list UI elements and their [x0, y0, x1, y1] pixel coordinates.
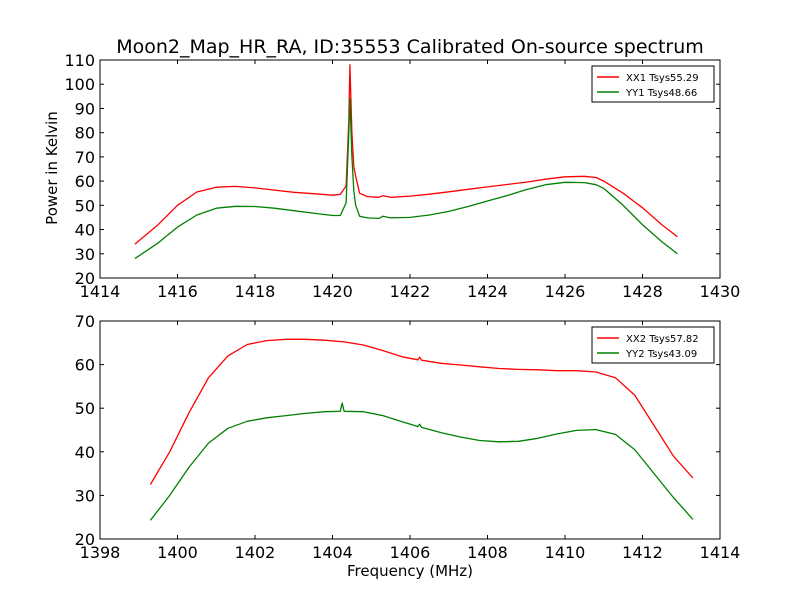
x-tick-label: 1408: [467, 543, 508, 562]
y-axis-label-top: Power in Kelvin: [43, 111, 61, 225]
series-line-2-2: [149, 402, 694, 521]
legend-label: YY1 Tsys48.66: [625, 88, 697, 99]
x-tick-label: 1410: [545, 543, 586, 562]
x-tick-label: 1430: [700, 282, 741, 301]
legend-label: XX1 Tsys55.29: [626, 73, 699, 84]
x-tick-label: 1398: [80, 543, 121, 562]
legend-label: XX2 Tsys57.82: [626, 334, 699, 345]
y-tick-label: 50: [75, 399, 95, 418]
x-tick-label: 1412: [622, 543, 663, 562]
legend: XX1 Tsys55.29 YY1 Tsys48.66: [591, 65, 715, 103]
legend-label: YY2 Tsys43.09: [625, 349, 697, 360]
y-tick-label: 60: [75, 356, 95, 375]
y-tick-label: 40: [75, 443, 95, 462]
x-tick-label: 1416: [157, 282, 198, 301]
x-tick-label: 1422: [390, 282, 431, 301]
y-tick-label: 70: [75, 148, 95, 167]
y-tick-label: 20: [75, 269, 95, 288]
y-tick-label: 100: [64, 75, 95, 94]
x-tick-label: 1402: [235, 543, 276, 562]
y-tick-label: 80: [75, 124, 95, 143]
y-tick-label: 110: [64, 51, 95, 70]
y-tick-label: 50: [75, 196, 95, 215]
series-line-1-2: [134, 98, 678, 260]
x-tick-label: 1406: [390, 543, 431, 562]
x-tick-label: 1428: [622, 282, 663, 301]
x-tick-label: 1414: [700, 543, 741, 562]
x-tick-label: 1400: [157, 543, 198, 562]
x-tick-label: 1404: [312, 543, 353, 562]
x-tick-label: 1418: [235, 282, 276, 301]
x-tick-label: 1426: [545, 282, 586, 301]
bottom-panel: 1398 1400 1402 1404 1406 1408 1410 1412 1414 20 30…: [75, 312, 741, 562]
legend-box: [591, 65, 715, 103]
x-tick-label: 1414: [80, 282, 121, 301]
y-tick-label: 90: [75, 99, 95, 118]
y-tick-label: 30: [75, 486, 95, 505]
y-tick-label: 70: [75, 312, 95, 331]
x-tick-label: 1424: [467, 282, 508, 301]
y-tick-label: 60: [75, 172, 95, 191]
x-tick-label: 1420: [312, 282, 353, 301]
legend-box: [591, 326, 715, 364]
y-tick-label: 20: [75, 530, 95, 549]
y-tick-label: 30: [75, 245, 95, 264]
legend: XX2 Tsys57.82 YY2 Tsys43.09: [591, 326, 715, 364]
series-line-2-1: [149, 338, 694, 485]
top-panel: 1414 1416 1418 1420 1422 1424 1426 1428 1430 20 30…: [64, 51, 740, 301]
y-tick-label: 40: [75, 221, 95, 240]
chart-title: Moon2_Map_HR_RA, ID:35553 Calibrated On-…: [116, 36, 704, 58]
series-line-1-1: [134, 64, 678, 245]
x-axis-label-bottom: Frequency (MHz): [347, 562, 473, 580]
